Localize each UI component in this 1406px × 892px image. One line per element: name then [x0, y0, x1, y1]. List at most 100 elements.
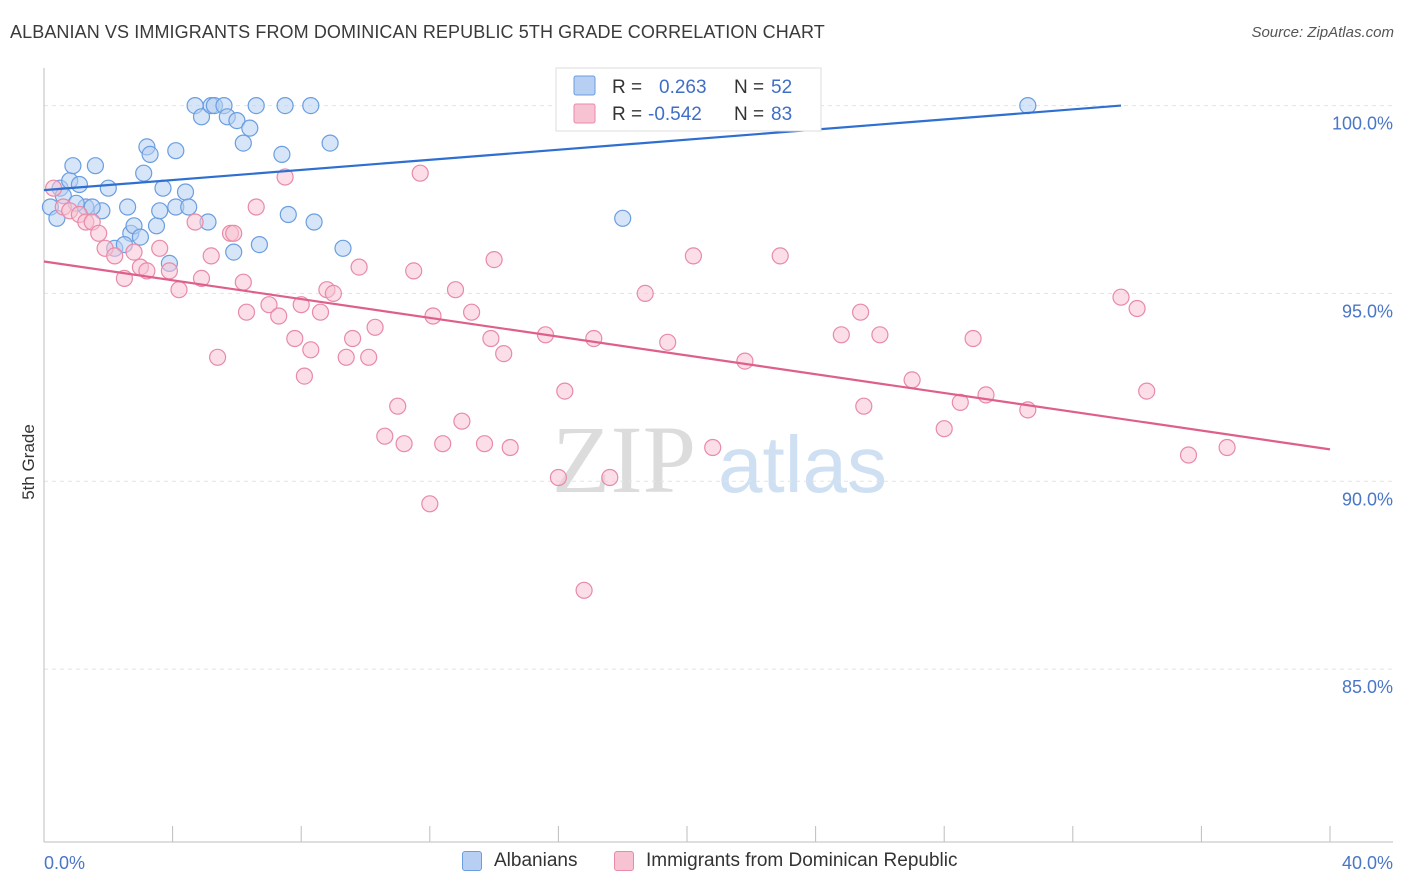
dominican-point-25 [260, 296, 278, 314]
albanians-point-40 [302, 96, 320, 115]
dominican-point-42 [395, 435, 413, 453]
watermark-zip: ZIP [552, 406, 696, 513]
dominican-point-70 [855, 397, 873, 415]
legend-item-albanians: Albanians [462, 850, 577, 872]
grid-lines [44, 105, 1393, 670]
legend-r-value-2: -0.542 [648, 104, 702, 125]
dominican-point-49 [453, 412, 471, 430]
dominican-point-14 [160, 262, 178, 280]
dominican-point-19 [209, 348, 227, 366]
dominican-point-80 [1138, 382, 1156, 400]
dominican-point-58 [556, 382, 574, 400]
dominican-point-30 [295, 367, 313, 385]
series-dominican [44, 164, 1236, 599]
dominican-point-13 [151, 239, 169, 257]
axes [43, 68, 1393, 843]
dominican-point-15 [170, 281, 188, 299]
legend-item-dominican: Immigrants from Dominican Republic [614, 850, 958, 872]
dominican-point-57 [549, 468, 568, 487]
dominican-point-10 [125, 243, 143, 261]
dominican-point-31 [302, 341, 320, 359]
dominican-point-54 [495, 345, 513, 363]
dominican-point-6 [90, 224, 108, 242]
legend-swatch-dominican [573, 103, 596, 124]
legend-swatch-dominican-bottom [614, 851, 634, 871]
albanians-trend-line [43, 104, 1122, 192]
dominican-point-59 [575, 581, 593, 599]
albanians-point-32 [228, 111, 246, 130]
dominican-point-24 [247, 198, 265, 216]
albanians-point-37 [273, 145, 291, 163]
dominican-point-53 [485, 251, 503, 269]
dominican-point-32 [311, 303, 330, 321]
albanians-point-50 [131, 228, 149, 246]
albanians-point-41 [305, 213, 323, 231]
dominican-point-43 [405, 262, 423, 280]
y-tick-labels: 100.0% 95.0% 90.0% 85.0% [1332, 114, 1393, 698]
albanians-point-18 [154, 179, 172, 197]
legend-r-label-2: R = [612, 104, 642, 125]
albanians-point-8 [99, 179, 117, 197]
dominican-point-46 [424, 307, 442, 325]
y-tick-label-1: 95.0% [1342, 301, 1393, 321]
dominican-point-81 [1179, 446, 1198, 464]
albanians-point-23 [180, 198, 198, 216]
dominican-point-82 [1218, 438, 1236, 457]
dominican-point-69 [851, 303, 870, 321]
albanians-point-4 [70, 175, 89, 194]
y-tick-label-0: 100.0% [1332, 114, 1393, 134]
legend-n-label-2: N = [734, 104, 764, 125]
legend-n-label-1: N = [734, 77, 764, 98]
dominican-point-35 [337, 348, 355, 366]
dominican-point-75 [964, 329, 982, 348]
x-tick-label-min: 0.0% [44, 853, 85, 873]
dominican-point-41 [389, 397, 407, 415]
albanians-point-34 [241, 119, 259, 137]
dominican-point-40 [376, 427, 394, 445]
dominican-point-78 [1112, 288, 1130, 306]
dominican-point-36 [344, 329, 362, 348]
albanians-point-45 [1019, 96, 1037, 115]
bottom-legend: Albanians Immigrants from Dominican Repu… [0, 850, 1406, 880]
dominican-point-79 [1128, 299, 1146, 318]
legend-swatch-albanians [573, 75, 596, 96]
watermark-atlas: atlas [718, 420, 887, 509]
dominican-point-65 [704, 438, 722, 457]
dominican-point-50 [463, 303, 481, 321]
dominican-point-39 [366, 318, 384, 336]
albanians-point-10 [118, 198, 137, 216]
y-tick-label-3: 85.0% [1342, 677, 1393, 697]
dominican-point-45 [421, 495, 439, 513]
dominican-point-21 [225, 224, 243, 242]
dominican-point-28 [286, 329, 304, 348]
dominican-point-61 [601, 468, 619, 487]
dominican-point-47 [434, 435, 452, 453]
albanians-point-21 [167, 142, 185, 160]
dominican-point-34 [324, 284, 342, 302]
dominican-point-68 [832, 326, 850, 344]
albanians-point-39 [279, 205, 297, 224]
dominican-point-60 [585, 329, 603, 348]
series-albanians [41, 96, 1037, 272]
dominican-trend-line [43, 260, 1331, 451]
albanians-point-44 [614, 209, 632, 227]
albanians-point-35 [247, 96, 265, 115]
albanians-point-42 [321, 134, 339, 152]
albanians-point-38 [276, 96, 294, 115]
legend-r-value-1: 0.263 [659, 77, 707, 98]
legend-n-value-1: 52 [771, 77, 792, 98]
dominican-point-48 [446, 281, 465, 299]
legend-label-dominican: Immigrants from Dominican Republic [646, 850, 958, 871]
dominican-point-62 [636, 284, 654, 302]
dominican-point-18 [202, 247, 220, 265]
legend-label-albanians: Albanians [494, 850, 578, 871]
dominican-point-17 [192, 269, 211, 287]
dominican-point-44 [411, 164, 429, 182]
albanians-point-17 [151, 202, 169, 220]
albanians-point-36 [250, 236, 268, 254]
y-tick-label-2: 90.0% [1342, 489, 1393, 509]
dominican-point-26 [270, 307, 288, 325]
albanians-point-25 [192, 108, 211, 126]
x-tick-label-max: 40.0% [1342, 853, 1393, 873]
